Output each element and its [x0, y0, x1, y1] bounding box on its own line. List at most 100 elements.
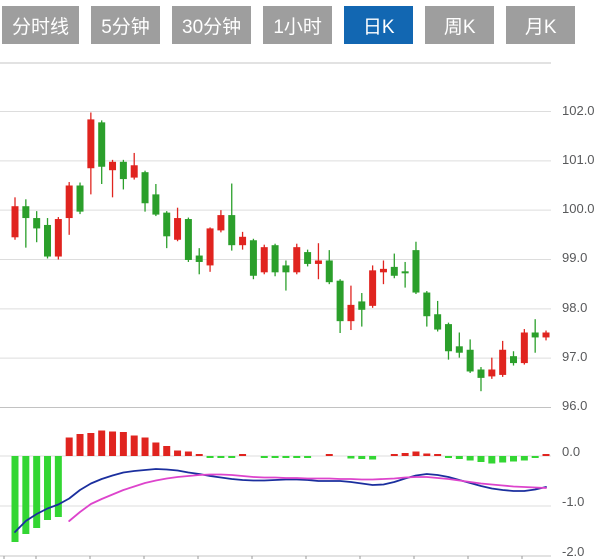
macd-histogram-bar	[22, 456, 30, 534]
macd-histogram-bar	[184, 451, 192, 456]
tab-1hour[interactable]: 1小时	[263, 6, 333, 44]
macd-histogram-bar	[163, 446, 171, 456]
macd-histogram-bar	[260, 456, 268, 458]
candle-body	[11, 206, 19, 238]
macd-histogram-bar	[520, 456, 528, 461]
macd-tick-label: -2.0	[562, 544, 585, 559]
macd-histogram-bar	[141, 437, 149, 456]
candle-body	[412, 250, 420, 293]
candle-body	[152, 194, 160, 215]
candle-body	[119, 161, 127, 180]
macd-histogram-bar	[119, 432, 127, 456]
macd-histogram-bar	[44, 456, 52, 520]
price-tick-label: 98.0	[562, 299, 588, 315]
macd-histogram-bar	[239, 454, 247, 456]
candle-body	[217, 215, 225, 231]
price-tick-label: 100.0	[562, 201, 595, 217]
candle-body	[206, 228, 214, 266]
candle-body	[109, 161, 117, 171]
candle-body	[98, 122, 106, 167]
macd-histogram-bar	[109, 431, 117, 456]
candle-body	[531, 332, 539, 338]
tab-daily-k[interactable]: 日K	[344, 6, 414, 44]
macd-histogram-bar	[477, 456, 485, 462]
candle-body	[87, 119, 95, 169]
candle-body	[293, 247, 301, 273]
macd-histogram-bar	[130, 435, 138, 456]
macd-tick-label: -1.0	[562, 494, 585, 509]
candle-body	[444, 324, 452, 352]
macd-histogram-bar	[33, 456, 41, 528]
candle-body	[499, 349, 507, 375]
candle-body	[510, 356, 518, 364]
tab-30min[interactable]: 30分钟	[172, 6, 252, 44]
candle-body	[304, 252, 312, 264]
macd-histogram-bar	[282, 456, 290, 458]
macd-histogram-bar	[531, 456, 539, 458]
candle-body	[336, 280, 344, 322]
candle-body	[239, 236, 247, 246]
macd-histogram-bar	[228, 456, 236, 458]
macd-tick-label: 0.0	[562, 444, 581, 459]
candle-body	[423, 292, 431, 317]
candle-body	[249, 240, 257, 276]
candle-body	[488, 369, 496, 377]
macd-histogram-bar	[54, 456, 62, 517]
candle-body	[520, 332, 528, 364]
macd-histogram-bar	[65, 437, 73, 456]
price-tick-label: 96.0	[562, 398, 588, 414]
candle-body	[434, 314, 442, 330]
macd-histogram-bar	[488, 456, 496, 464]
dea-line	[68, 473, 547, 522]
macd-histogram-bar	[412, 451, 420, 456]
candle-body	[33, 218, 41, 229]
macd-histogram-bar	[87, 433, 95, 456]
macd-histogram-bar	[293, 456, 301, 458]
candle-body	[314, 260, 322, 264]
macd-histogram-bar	[206, 456, 214, 458]
candle-body	[401, 271, 409, 274]
candle-body	[260, 247, 268, 273]
macd-histogram-bar	[542, 454, 550, 456]
macd-histogram-bar	[358, 456, 366, 459]
macd-histogram-bar	[271, 456, 279, 458]
macd-histogram-bar	[499, 456, 507, 463]
candle-body	[163, 212, 171, 237]
price-tick-label: 97.0	[562, 349, 588, 365]
macd-histogram-bar	[369, 456, 377, 460]
tab-time-line[interactable]: 分时线	[2, 6, 80, 44]
candle-body	[325, 260, 333, 283]
chart-period-tabbar: 分时线 5分钟 30分钟 1小时 日K 周K 月K	[2, 6, 576, 44]
candle-body	[477, 369, 485, 378]
macd-histogram-bar	[466, 456, 474, 461]
price-tick-label: 102.0	[562, 102, 595, 118]
candle-body	[65, 185, 73, 219]
macd-histogram-bar	[444, 456, 452, 458]
macd-histogram-bar	[455, 456, 463, 459]
candle-body	[282, 265, 290, 273]
macd-histogram-bar	[76, 434, 84, 456]
candle-body	[141, 172, 149, 204]
tab-5min[interactable]: 5分钟	[91, 6, 161, 44]
candle-body	[390, 266, 398, 276]
candle-body	[379, 268, 387, 273]
candle-body	[271, 245, 279, 273]
macd-histogram-bar	[325, 454, 333, 456]
price-tick-label: 101.0	[562, 151, 595, 167]
tab-weekly-k[interactable]: 周K	[425, 6, 495, 44]
macd-histogram-bar	[434, 454, 442, 456]
candle-body	[44, 224, 52, 257]
candle-body	[466, 349, 474, 372]
price-tick-label: 99.0	[562, 250, 588, 266]
macd-histogram-bar	[174, 450, 182, 456]
macd-histogram-bar	[217, 456, 225, 458]
candle-body	[228, 215, 236, 246]
macd-histogram-bar	[11, 456, 19, 542]
macd-histogram-bar	[98, 430, 106, 456]
macd-histogram-bar	[423, 453, 431, 456]
candle-body	[358, 301, 366, 310]
candle-body	[184, 219, 192, 260]
macd-histogram-bar	[510, 456, 518, 462]
tab-monthly-k[interactable]: 月K	[506, 6, 576, 44]
